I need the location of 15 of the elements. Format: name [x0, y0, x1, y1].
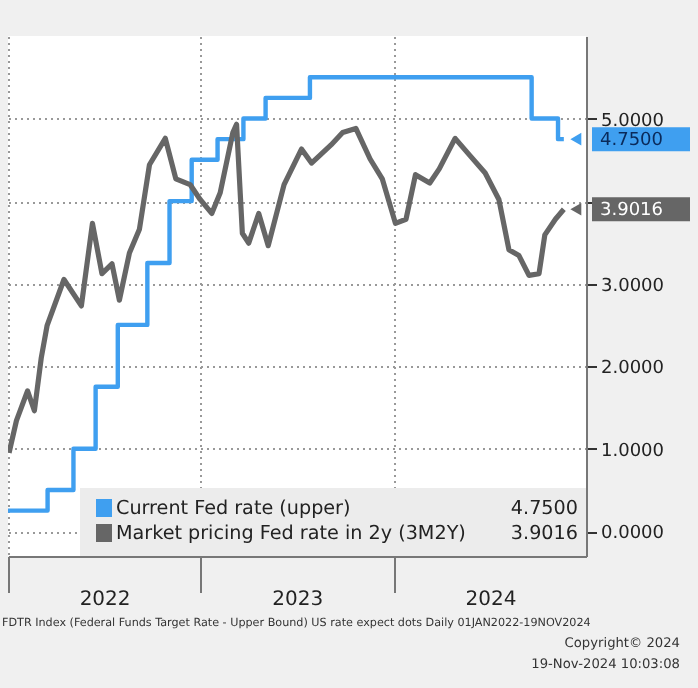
text: 4.7500: [510, 498, 578, 520]
legend-label: Current Fed rate (upper): [116, 498, 351, 520]
line-series: [8, 121, 567, 456]
y-tick-label: 0.0000: [601, 524, 665, 545]
y-tick-label: 1.0000: [601, 441, 665, 462]
y-tick-label: 5.0000: [601, 111, 665, 132]
y-tick-label: 2.0000: [601, 359, 665, 380]
x-tick-label: 2023: [272, 589, 324, 611]
legend-label: Market pricing Fed rate in 2y (3M2Y): [116, 523, 466, 545]
annotation: 4.7500: [600, 131, 664, 152]
y-tick-label: 3.0000: [601, 276, 665, 297]
x-tick-label: 2024: [465, 589, 517, 611]
text: 3.9016: [510, 523, 578, 545]
x-tick-label: 2022: [79, 589, 131, 611]
annotation: 3.9016: [600, 201, 664, 222]
